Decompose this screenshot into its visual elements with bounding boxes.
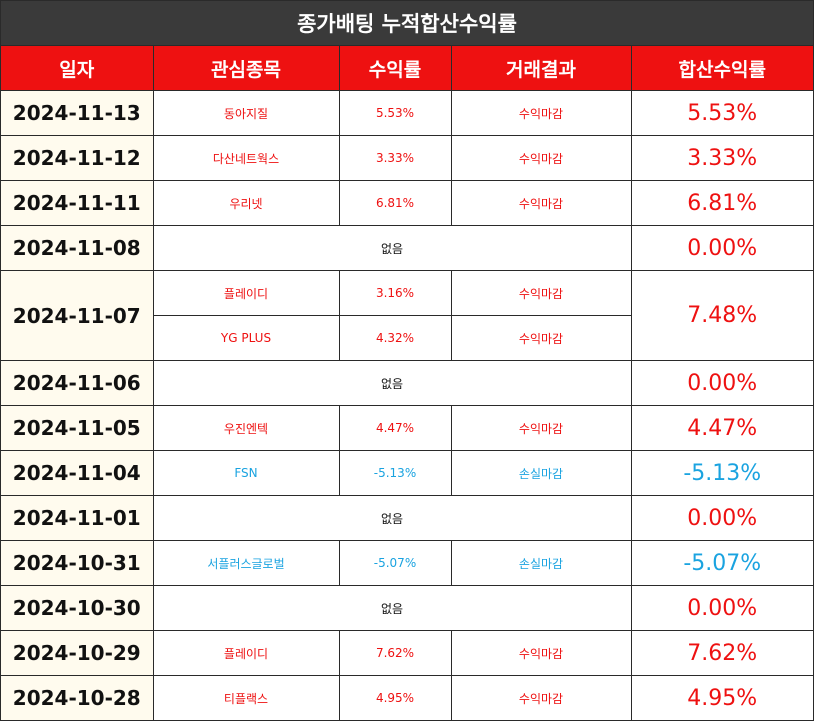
date-cell: 2024-11-12 <box>1 135 154 181</box>
stock-return-cell: 4.47% <box>338 405 452 451</box>
header-return: 수익률 <box>338 46 452 91</box>
date-cell: 2024-11-13 <box>1 90 154 136</box>
trade-result-cell: 수익마감 <box>450 90 632 136</box>
stock-name-cell: 다산네트웍스 <box>152 135 340 181</box>
date-cell: 2024-11-11 <box>1 180 154 226</box>
date-cell: 2024-10-28 <box>1 675 154 721</box>
trade-result-cell: 수익마감 <box>450 630 632 676</box>
stock-name-cell: FSN <box>152 450 340 496</box>
header-row: 일자 관심종목 수익률 거래결과 합산수익률 <box>1 46 813 91</box>
table-row: 2024-11-11 우리넷 6.81% 수익마감 6.81% <box>1 180 813 226</box>
total-return-cell: 4.95% <box>630 675 813 721</box>
header-stock: 관심종목 <box>152 46 340 91</box>
table-row: 2024-10-28 티플랙스 4.95% 수익마감 4.95% <box>1 675 813 721</box>
trade-result-cell: 수익마감 <box>450 675 632 721</box>
stock-name-cell: 우리넷 <box>152 180 340 226</box>
stock-return-cell: 7.62% <box>338 630 452 676</box>
trade-result-cell: 수익마감 <box>450 315 631 361</box>
total-return-cell: 0.00% <box>630 495 813 541</box>
header-total-return: 합산수익률 <box>630 46 813 91</box>
table-row: 2024-10-29 플레이디 7.62% 수익마감 7.62% <box>1 630 813 676</box>
total-return-cell: 0.00% <box>630 225 813 271</box>
no-stock-cell: 없음 <box>152 360 632 406</box>
date-cell: 2024-11-04 <box>1 450 154 496</box>
table-body: 2024-11-13 동아지질 5.53% 수익마감 5.53% 2024-11-12 다산… <box>1 90 813 721</box>
table-row: YG PLUS 4.32% 수익마감 <box>1 315 813 361</box>
no-stock-cell: 없음 <box>152 495 632 541</box>
stock-return-cell: -5.13% <box>338 450 452 496</box>
total-return-cell: 7.62% <box>630 630 813 676</box>
no-stock-cell: 없음 <box>152 225 632 271</box>
returns-table: 일자 관심종목 수익률 거래결과 합산수익률 2024-11-13 동아지질 5.5… <box>1 46 813 721</box>
date-cell: 2024-11-08 <box>1 225 154 271</box>
table-title: 종가배팅 누적합산수익률 <box>1 1 813 46</box>
total-return-cell: 0.00% <box>630 360 813 406</box>
total-return-cell: 0.00% <box>630 585 813 631</box>
trade-result-cell: 수익마감 <box>450 270 632 316</box>
total-return-cell: 3.33% <box>630 135 813 181</box>
table-row: 2024-11-12 다산네트웍스 3.33% 수익마감 3.33% <box>1 135 813 181</box>
stock-name-cell: 플레이디 <box>152 630 340 676</box>
table-row: 2024-11-08 없음 0.00% <box>1 225 813 271</box>
table-row: 2024-11-04 FSN -5.13% 손실마감 -5.13% <box>1 450 813 496</box>
total-return-cell: 5.53% <box>630 90 813 136</box>
header-result: 거래결과 <box>450 46 632 91</box>
table-row: 2024-11-13 동아지질 5.53% 수익마감 5.53% <box>1 90 813 136</box>
stock-name-cell: 티플랙스 <box>152 675 340 721</box>
total-return-cell: 4.47% <box>630 405 813 451</box>
trade-result-cell: 수익마감 <box>450 405 632 451</box>
trade-result-cell: 손실마감 <box>450 540 632 586</box>
date-cell: 2024-11-06 <box>1 360 154 406</box>
table-row: 2024-11-01 없음 0.00% <box>1 495 813 541</box>
table-row: 2024-10-30 없음 0.00% <box>1 585 813 631</box>
stock-return-cell: 3.16% <box>338 270 452 316</box>
stock-name-cell: 플레이디 <box>152 270 340 316</box>
total-return-cell: 7.48% <box>630 270 813 361</box>
date-cell: 2024-11-01 <box>1 495 154 541</box>
trade-result-cell: 수익마감 <box>450 135 632 181</box>
date-cell: 2024-11-07 <box>1 270 154 361</box>
total-return-cell: -5.07% <box>630 540 813 586</box>
total-return-cell: 6.81% <box>630 180 813 226</box>
no-stock-cell: 없음 <box>152 585 632 631</box>
stock-name-cell: YG PLUS <box>153 315 340 361</box>
date-cell: 2024-11-05 <box>1 405 154 451</box>
table-row: 2024-11-05 우진엔텍 4.47% 수익마감 4.47% <box>1 405 813 451</box>
trade-result-cell: 손실마감 <box>450 450 632 496</box>
stock-name-cell: 서플러스글로벌 <box>152 540 340 586</box>
table-row: 2024-11-07 플레이디 3.16% 수익마감 7.48% <box>1 270 813 361</box>
trade-result-cell: 수익마감 <box>450 180 632 226</box>
stock-return-cell: 5.53% <box>338 90 452 136</box>
header-date: 일자 <box>1 46 154 91</box>
stock-name-cell: 우진엔텍 <box>152 405 340 451</box>
total-return-cell: -5.13% <box>630 450 813 496</box>
table-row: 2024-11-06 없음 0.00% <box>1 360 813 406</box>
stock-return-cell: -5.07% <box>338 540 452 586</box>
stock-return-cell: 4.95% <box>338 675 452 721</box>
stock-return-cell: 4.32% <box>338 315 452 361</box>
stock-return-cell: 3.33% <box>338 135 452 181</box>
table-row: 2024-10-31 서플러스글로벌 -5.07% 손실마감 -5.07% <box>1 540 813 586</box>
date-cell: 2024-10-30 <box>1 585 154 631</box>
stock-name-cell: 동아지질 <box>152 90 340 136</box>
stock-return-cell: 6.81% <box>338 180 452 226</box>
date-cell: 2024-10-29 <box>1 630 154 676</box>
date-cell: 2024-10-31 <box>1 540 154 586</box>
